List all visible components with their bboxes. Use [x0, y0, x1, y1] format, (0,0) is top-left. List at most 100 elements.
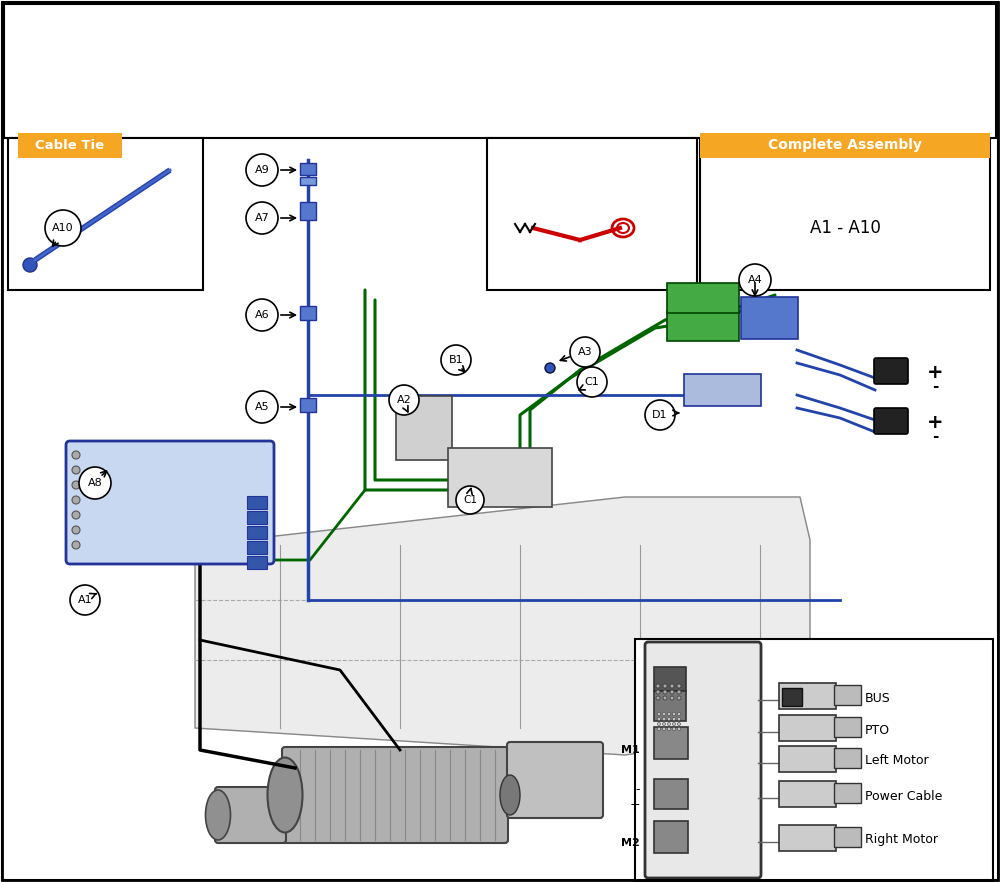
Text: A4: A4 — [748, 275, 762, 285]
FancyBboxPatch shape — [507, 742, 603, 818]
Ellipse shape — [268, 758, 302, 833]
Circle shape — [246, 299, 278, 331]
FancyBboxPatch shape — [282, 747, 508, 843]
FancyBboxPatch shape — [8, 138, 203, 290]
Circle shape — [658, 722, 660, 726]
Circle shape — [456, 486, 484, 514]
FancyBboxPatch shape — [834, 827, 861, 847]
FancyBboxPatch shape — [300, 163, 316, 175]
FancyBboxPatch shape — [247, 496, 267, 509]
Text: -: - — [932, 429, 938, 444]
Text: *Please Note*: *Please Note* — [435, 8, 565, 26]
FancyBboxPatch shape — [834, 748, 861, 768]
FancyBboxPatch shape — [654, 667, 686, 691]
Circle shape — [663, 690, 667, 694]
Circle shape — [23, 258, 37, 272]
Circle shape — [79, 467, 111, 499]
Text: A9: A9 — [255, 165, 269, 175]
Text: selection.: selection. — [12, 108, 84, 121]
Text: A1: A1 — [78, 595, 92, 605]
Text: C1: C1 — [463, 495, 477, 505]
Circle shape — [72, 541, 80, 549]
Text: PTO harness on a unit manufactured prior to March 12, 2024, the seating system i: PTO harness on a unit manufactured prior… — [12, 52, 776, 65]
FancyBboxPatch shape — [66, 441, 274, 564]
Ellipse shape — [206, 790, 230, 840]
Circle shape — [441, 345, 471, 375]
Circle shape — [672, 722, 676, 726]
Circle shape — [677, 696, 681, 700]
Circle shape — [545, 363, 555, 373]
Circle shape — [45, 210, 81, 246]
Text: Right Motor: Right Motor — [865, 833, 938, 847]
Circle shape — [72, 481, 80, 489]
Circle shape — [662, 728, 666, 730]
FancyBboxPatch shape — [874, 408, 908, 434]
Text: M2: M2 — [621, 838, 640, 848]
FancyBboxPatch shape — [18, 133, 122, 158]
FancyBboxPatch shape — [645, 642, 761, 878]
Circle shape — [658, 713, 660, 715]
Circle shape — [662, 722, 666, 726]
Circle shape — [656, 684, 660, 688]
Text: M1: M1 — [621, 745, 640, 755]
FancyBboxPatch shape — [700, 133, 990, 158]
FancyBboxPatch shape — [654, 727, 688, 759]
Circle shape — [678, 717, 680, 721]
Text: D1: D1 — [652, 410, 668, 420]
Text: +: + — [629, 798, 640, 811]
Circle shape — [246, 154, 278, 186]
Circle shape — [663, 696, 667, 700]
Text: A6: A6 — [255, 310, 269, 320]
FancyBboxPatch shape — [448, 448, 552, 507]
FancyBboxPatch shape — [834, 717, 861, 737]
Circle shape — [658, 728, 660, 730]
Circle shape — [72, 451, 80, 459]
Circle shape — [670, 684, 674, 688]
FancyBboxPatch shape — [654, 821, 688, 853]
Text: SureSeal connector cannot be used in conjunction with a 4 pin connector. See the: SureSeal connector cannot be used in con… — [12, 80, 757, 93]
Circle shape — [658, 717, 660, 721]
FancyBboxPatch shape — [247, 526, 267, 539]
Text: A8: A8 — [88, 478, 102, 488]
Circle shape — [678, 713, 680, 715]
Text: No Longer Utilized: No Longer Utilized — [538, 165, 646, 178]
Circle shape — [72, 466, 80, 474]
FancyBboxPatch shape — [300, 202, 316, 220]
FancyBboxPatch shape — [684, 374, 761, 406]
FancyBboxPatch shape — [779, 683, 836, 709]
FancyBboxPatch shape — [247, 511, 267, 524]
FancyBboxPatch shape — [741, 297, 798, 339]
Text: A10: A10 — [52, 223, 74, 233]
Text: 1.: 1. — [12, 24, 25, 37]
Circle shape — [656, 690, 660, 694]
Circle shape — [678, 728, 680, 730]
Text: A3: A3 — [578, 347, 592, 357]
FancyBboxPatch shape — [667, 283, 739, 313]
Circle shape — [677, 684, 681, 688]
FancyBboxPatch shape — [779, 746, 836, 772]
Circle shape — [668, 722, 670, 726]
Circle shape — [70, 585, 100, 615]
FancyBboxPatch shape — [782, 688, 802, 706]
FancyBboxPatch shape — [834, 783, 861, 803]
Text: Power Cable: Power Cable — [865, 789, 942, 803]
FancyBboxPatch shape — [487, 138, 697, 290]
Circle shape — [72, 496, 80, 504]
FancyBboxPatch shape — [779, 781, 836, 807]
FancyBboxPatch shape — [4, 4, 996, 138]
FancyBboxPatch shape — [654, 779, 688, 809]
FancyBboxPatch shape — [396, 396, 452, 460]
Text: -: - — [636, 783, 640, 796]
FancyBboxPatch shape — [700, 138, 990, 290]
Text: Cable Tie: Cable Tie — [35, 139, 105, 152]
Ellipse shape — [500, 775, 520, 815]
Circle shape — [656, 696, 660, 700]
Text: SureSeal PTO Harness: SureSeal PTO Harness — [514, 148, 670, 161]
Text: A5: A5 — [255, 402, 269, 412]
Circle shape — [389, 385, 419, 415]
Circle shape — [645, 400, 675, 430]
Circle shape — [663, 684, 667, 688]
Text: +: + — [927, 413, 943, 431]
Circle shape — [577, 367, 607, 397]
FancyBboxPatch shape — [215, 787, 286, 843]
